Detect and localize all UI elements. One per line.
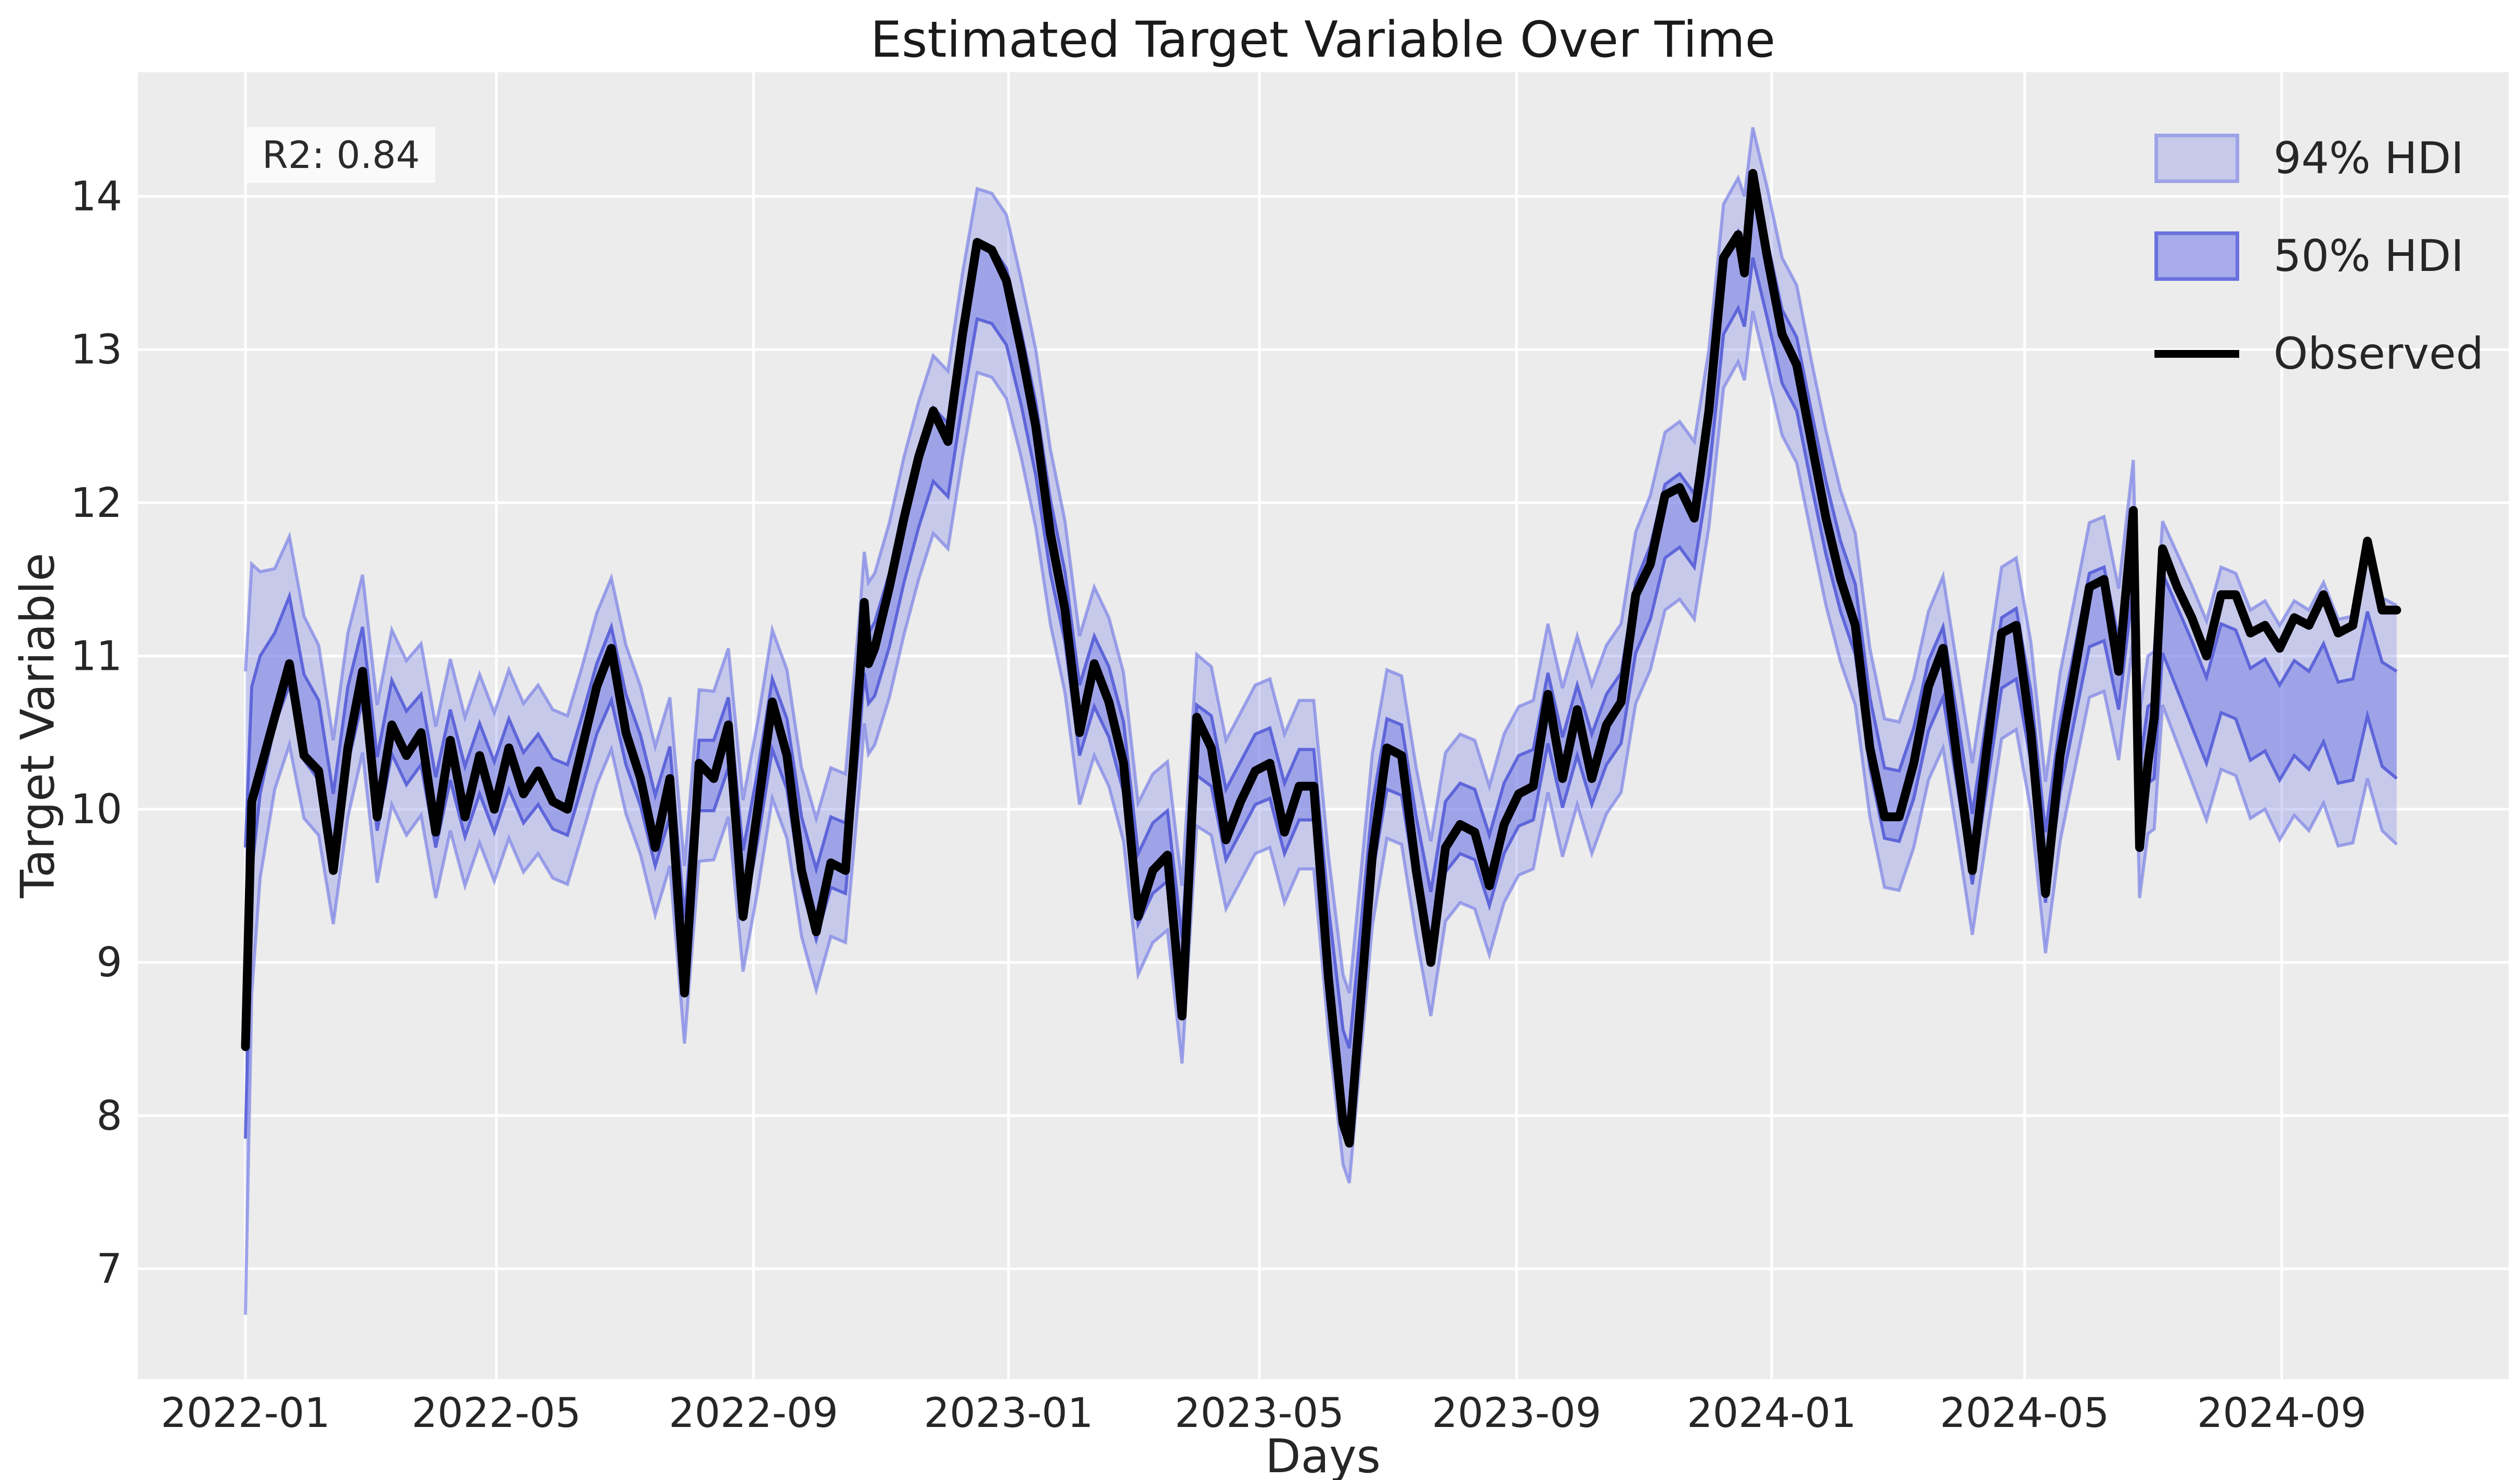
hdi94-upper-edge bbox=[244, 127, 2398, 994]
legend-observed-line-sample bbox=[2154, 350, 2239, 358]
x-tick-label: 2022-09 bbox=[669, 1390, 838, 1437]
legend-label-94-hdi: 94% HDI bbox=[2274, 133, 2464, 184]
y-tick-label: 12 bbox=[71, 480, 122, 527]
legend-label-observed: Observed bbox=[2274, 328, 2484, 379]
observed-line bbox=[241, 168, 2401, 1148]
y-tick-label: 10 bbox=[71, 786, 122, 833]
legend-item-observed: Observed bbox=[2154, 329, 2484, 379]
legend-swatch-50-hdi-icon bbox=[2154, 231, 2239, 281]
y-tick-label: 14 bbox=[71, 174, 122, 220]
x-tick-label: 2024-01 bbox=[1687, 1390, 1856, 1437]
x-tick-label: 2023-01 bbox=[924, 1390, 1093, 1437]
x-tick-label: 2024-09 bbox=[2197, 1390, 2367, 1437]
r2-annotation: R2: 0.84 bbox=[246, 127, 436, 183]
legend-label-50-hdi: 50% HDI bbox=[2274, 230, 2464, 281]
x-axis-label: Days bbox=[1265, 1429, 1381, 1480]
legend-item-50-hdi: 50% HDI bbox=[2154, 231, 2484, 281]
x-tick-label: 2023-09 bbox=[1432, 1390, 1601, 1437]
legend-item-94-hdi: 94% HDI bbox=[2154, 134, 2484, 183]
y-tick-label: 7 bbox=[96, 1246, 122, 1293]
legend: 94% HDI 50% HDI Observed bbox=[2154, 134, 2484, 379]
chart-title: Estimated Target Variable Over Time bbox=[870, 11, 1776, 69]
x-tick-label: 2024-05 bbox=[1940, 1390, 2109, 1437]
hdi94-lower-edge bbox=[244, 310, 2398, 1315]
y-tick-label: 13 bbox=[71, 327, 122, 373]
y-tick-label: 8 bbox=[96, 1093, 122, 1139]
y-tick-label: 11 bbox=[71, 633, 122, 680]
plot-background bbox=[138, 72, 2509, 1379]
y-axis-label: Target Variable bbox=[10, 553, 64, 898]
legend-swatch-observed-line-icon bbox=[2154, 329, 2239, 379]
x-tick-label: 2022-01 bbox=[161, 1390, 330, 1437]
x-tick-label: 2023-05 bbox=[1175, 1390, 1344, 1437]
y-tick-label: 9 bbox=[96, 940, 122, 986]
hdi50-upper-edge bbox=[244, 180, 2398, 1049]
x-tick-label: 2022-05 bbox=[412, 1390, 581, 1437]
legend-swatch-94-hdi-icon bbox=[2154, 134, 2239, 183]
